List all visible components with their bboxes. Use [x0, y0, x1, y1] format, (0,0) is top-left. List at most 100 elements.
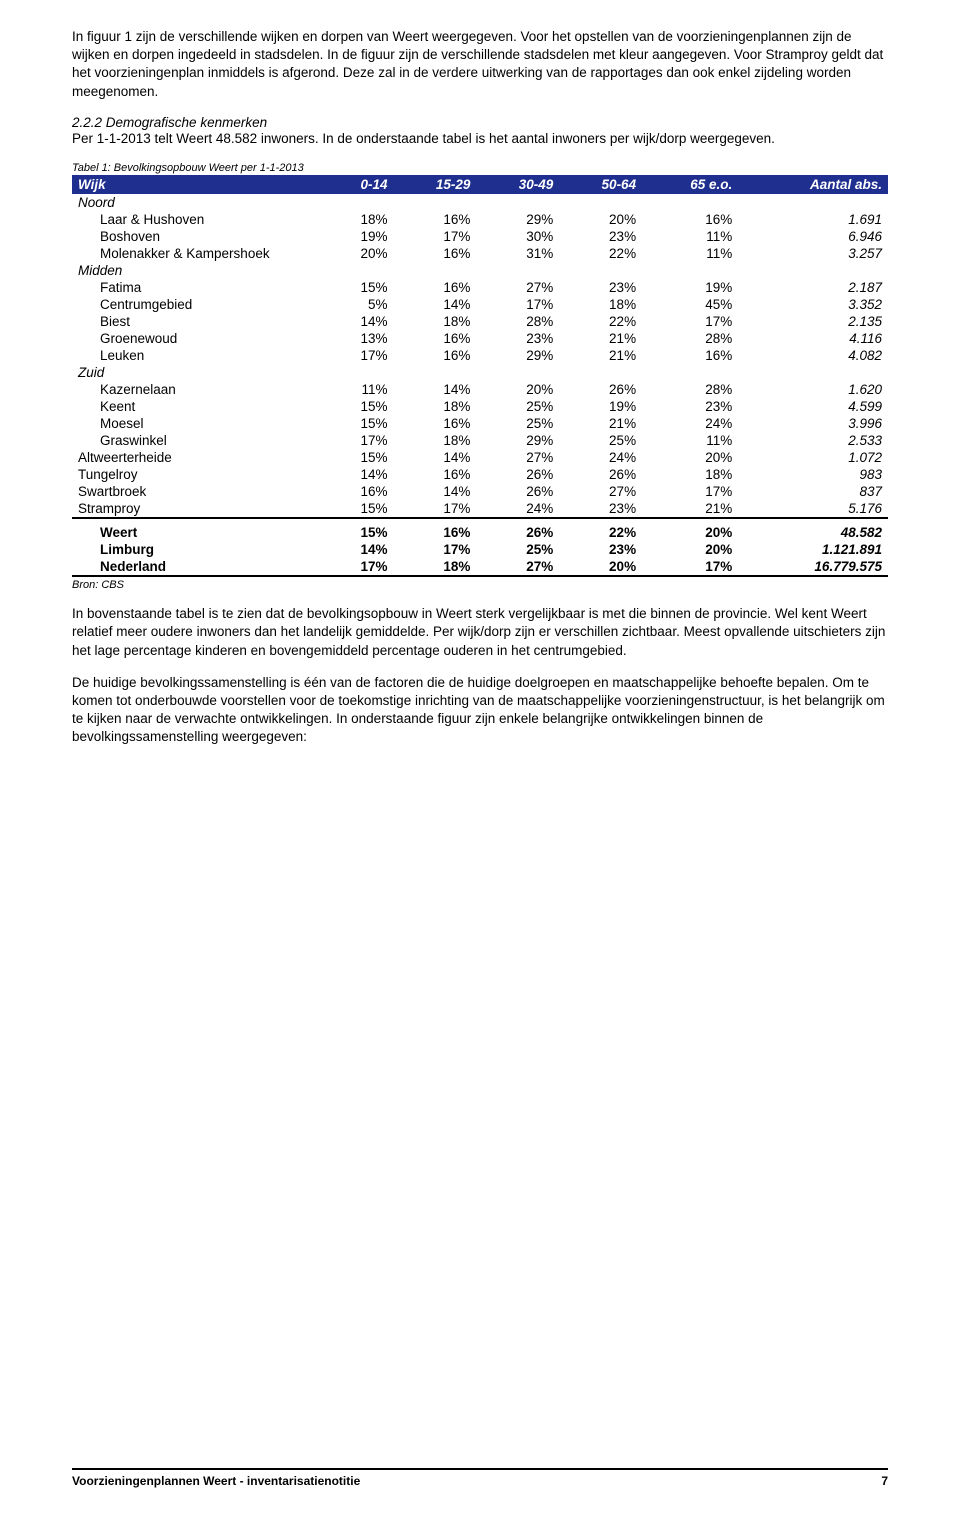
row-name: Leuken — [72, 347, 324, 364]
row-name: Centrumgebied — [72, 296, 324, 313]
cell-absolute: 2.187 — [738, 279, 888, 296]
row-name: Molenakker & Kampershoek — [72, 245, 324, 262]
analysis-paragraph-2: De huidige bevolkingssamenstelling is éé… — [72, 674, 888, 747]
table-row: Laar & Hushoven18%16%29%20%16%1.691 — [72, 211, 888, 228]
cell-percent: 26% — [476, 483, 559, 500]
cell-percent: 18% — [642, 466, 738, 483]
cell-percent: 21% — [559, 330, 642, 347]
table-row: Molenakker & Kampershoek20%16%31%22%11%3… — [72, 245, 888, 262]
cell-percent: 27% — [476, 558, 559, 575]
table-group-row: Midden — [72, 262, 888, 279]
cell-percent: 23% — [559, 541, 642, 558]
cell-percent: 19% — [559, 398, 642, 415]
table-source: Bron: CBS — [72, 579, 888, 591]
row-name: Keent — [72, 398, 324, 415]
table-header-row: Wijk 0-14 15-29 30-49 50-64 65 e.o. Aant… — [72, 175, 888, 194]
cell-percent: 17% — [642, 313, 738, 330]
cell-percent: 16% — [394, 330, 477, 347]
cell-percent: 21% — [642, 500, 738, 517]
table-row: Keent15%18%25%19%23%4.599 — [72, 398, 888, 415]
row-name: Graswinkel — [72, 432, 324, 449]
cell-absolute: 3.996 — [738, 415, 888, 432]
cell-percent: 28% — [642, 381, 738, 398]
cell-percent: 21% — [559, 415, 642, 432]
cell-percent: 23% — [559, 279, 642, 296]
cell-percent: 17% — [642, 483, 738, 500]
cell-percent: 30% — [476, 228, 559, 245]
table-row: Leuken17%16%29%21%16%4.082 — [72, 347, 888, 364]
table-row: Moesel15%16%25%21%24%3.996 — [72, 415, 888, 432]
row-name: Limburg — [72, 541, 324, 558]
cell-percent: 17% — [324, 347, 394, 364]
cell-percent: 14% — [324, 466, 394, 483]
row-name: Altweerterheide — [72, 449, 324, 466]
cell-percent: 15% — [324, 519, 394, 541]
table-row: Nederland17%18%27%20%17%16.779.575 — [72, 558, 888, 575]
cell-percent: 17% — [642, 558, 738, 575]
intro-paragraph-2: Per 1-1-2013 telt Weert 48.582 inwoners.… — [72, 130, 888, 148]
cell-percent: 13% — [324, 330, 394, 347]
cell-percent: 14% — [324, 541, 394, 558]
cell-percent: 16% — [394, 519, 477, 541]
cell-percent: 26% — [559, 466, 642, 483]
cell-percent: 11% — [642, 228, 738, 245]
table-row: Tungelroy14%16%26%26%18%983 — [72, 466, 888, 483]
cell-percent: 20% — [642, 449, 738, 466]
cell-absolute: 2.135 — [738, 313, 888, 330]
cell-percent: 15% — [324, 415, 394, 432]
cell-percent: 31% — [476, 245, 559, 262]
cell-percent: 15% — [324, 449, 394, 466]
page-footer: Voorzieningenplannen Weert - inventarisa… — [72, 1468, 888, 1488]
cell-percent: 17% — [324, 432, 394, 449]
table-group-row: Zuid — [72, 364, 888, 381]
cell-percent: 29% — [476, 347, 559, 364]
cell-percent: 22% — [559, 519, 642, 541]
cell-percent: 16% — [642, 347, 738, 364]
cell-absolute: 3.257 — [738, 245, 888, 262]
cell-absolute: 837 — [738, 483, 888, 500]
intro-paragraph-1: In figuur 1 zijn de verschillende wijken… — [72, 28, 888, 101]
cell-percent: 20% — [642, 519, 738, 541]
cell-percent: 29% — [476, 432, 559, 449]
cell-percent: 16% — [394, 245, 477, 262]
cell-percent: 27% — [476, 279, 559, 296]
cell-percent: 20% — [476, 381, 559, 398]
table-group-row: Noord — [72, 194, 888, 211]
table-row: Graswinkel17%18%29%25%11%2.533 — [72, 432, 888, 449]
row-name: Stramproy — [72, 500, 324, 517]
cell-percent: 16% — [394, 279, 477, 296]
col-header: 50-64 — [559, 175, 642, 194]
cell-percent: 20% — [324, 245, 394, 262]
cell-absolute: 4.599 — [738, 398, 888, 415]
row-name: Boshoven — [72, 228, 324, 245]
cell-percent: 14% — [394, 449, 477, 466]
table-row: Kazernelaan11%14%20%26%28%1.620 — [72, 381, 888, 398]
population-table: Wijk 0-14 15-29 30-49 50-64 65 e.o. Aant… — [72, 175, 888, 577]
table-row: Biest14%18%28%22%17%2.135 — [72, 313, 888, 330]
cell-percent: 23% — [559, 228, 642, 245]
cell-percent: 18% — [559, 296, 642, 313]
row-name: Nederland — [72, 558, 324, 575]
cell-percent: 23% — [476, 330, 559, 347]
cell-absolute: 1.691 — [738, 211, 888, 228]
cell-percent: 29% — [476, 211, 559, 228]
cell-percent: 16% — [642, 211, 738, 228]
cell-percent: 18% — [394, 313, 477, 330]
col-header: 15-29 — [394, 175, 477, 194]
row-name: Moesel — [72, 415, 324, 432]
cell-percent: 15% — [324, 398, 394, 415]
cell-percent: 14% — [324, 313, 394, 330]
table-row: Weert15%16%26%22%20%48.582 — [72, 519, 888, 541]
footer-page-number: 7 — [881, 1474, 888, 1488]
cell-percent: 17% — [476, 296, 559, 313]
table-row: Centrumgebied5%14%17%18%45%3.352 — [72, 296, 888, 313]
group-name: Midden — [72, 262, 888, 279]
cell-percent: 5% — [324, 296, 394, 313]
row-name: Biest — [72, 313, 324, 330]
row-name: Laar & Hushoven — [72, 211, 324, 228]
cell-percent: 28% — [642, 330, 738, 347]
cell-absolute: 1.121.891 — [738, 541, 888, 558]
section-heading: 2.2.2 Demografische kenmerken — [72, 115, 888, 130]
group-name: Noord — [72, 194, 888, 211]
row-name: Kazernelaan — [72, 381, 324, 398]
